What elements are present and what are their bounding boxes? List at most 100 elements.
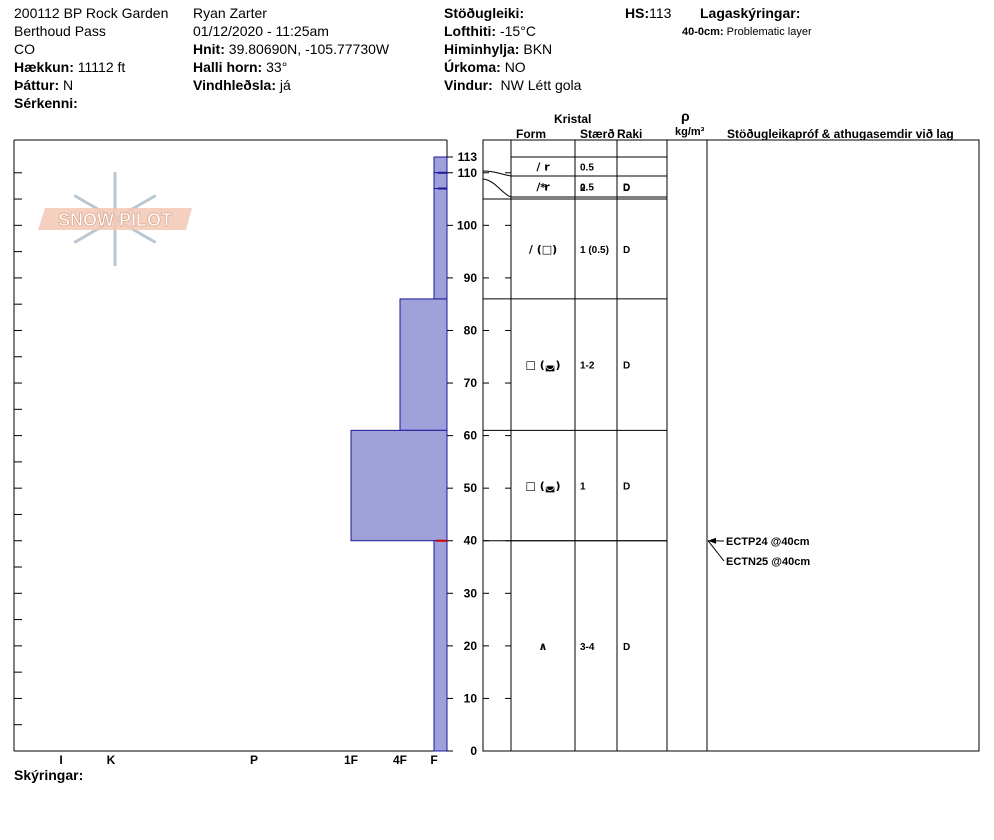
hs-value: 113 xyxy=(649,5,672,21)
hardness-label: K xyxy=(107,753,116,767)
precip-label: Úrkoma: xyxy=(444,59,501,75)
layer-connector xyxy=(482,170,512,177)
layer-moisture: D xyxy=(623,183,630,194)
coords-label: Hnit: xyxy=(193,41,225,57)
hardness-label: P xyxy=(250,753,258,767)
grain-form: ∧ xyxy=(539,640,548,653)
depth-label: 113 xyxy=(458,150,478,164)
aspect-label: Þáttur: xyxy=(14,77,60,93)
precipitation: Úrkoma: NO xyxy=(444,59,526,75)
grain-form: □ (◛) xyxy=(526,480,561,493)
wind-value: NW Létt gola xyxy=(500,77,582,93)
elevation-label: Hækkun: xyxy=(14,59,74,75)
layer-moisture: D xyxy=(623,482,630,493)
stability-test-label: ECTN25 @40cm xyxy=(726,556,810,568)
wind-loading: Vindhleðsla: já xyxy=(193,77,291,93)
grain-form: / r xyxy=(536,161,550,174)
grain-size: 3-4 xyxy=(580,642,595,653)
hardness-bar xyxy=(433,156,448,174)
grain-size: 0.5 xyxy=(580,183,594,194)
features-label: Sérkenni: xyxy=(14,95,78,111)
depth-label: 40 xyxy=(464,534,478,548)
stability-label: Stöðugleiki: xyxy=(444,5,525,21)
datetime: 01/12/2020 - 11:25am xyxy=(193,23,329,39)
legend-item-text: Problematic layer xyxy=(726,26,812,38)
col-density-unit: kg/m³ xyxy=(675,126,705,138)
grain-size: 1 (0.5) xyxy=(580,245,609,256)
air-temp: Lofthiti: -15°C xyxy=(444,23,536,39)
col-kristal: Kristal xyxy=(554,112,592,126)
slope-angle: Halli horn: 33° xyxy=(193,59,287,75)
hardness-label: 1F xyxy=(344,753,358,767)
state: CO xyxy=(14,41,35,57)
grain-form: * xyxy=(540,181,546,194)
stability-test-leader xyxy=(707,540,725,562)
grain-form: / (□) xyxy=(529,243,557,256)
coordinates: Hnit: 39.80690N, -105.77730W xyxy=(193,41,389,57)
coords-value: 39.80690N, -105.77730W xyxy=(228,41,390,57)
depth-label: 70 xyxy=(464,376,478,390)
wind: Vindur: NW Létt gola xyxy=(444,77,581,93)
col-rho: ρ xyxy=(681,108,690,124)
hs: HS:113 xyxy=(625,5,671,21)
depth-label: 0 xyxy=(470,744,477,758)
grain-size: 1-2 xyxy=(580,361,595,372)
wind-loading-value: já xyxy=(279,77,291,93)
logo-banner xyxy=(38,208,192,230)
remarks-label: Skýringar: xyxy=(14,767,84,783)
precip-value: NO xyxy=(504,59,526,75)
snowpilot-logo: SNOW PILOT xyxy=(58,210,172,230)
legend-title: Lagaskýringar: xyxy=(700,5,801,21)
wind-loading-label: Vindhleðsla: xyxy=(193,77,276,93)
grain-size: 0.5 xyxy=(580,163,594,174)
sky-value: BKN xyxy=(523,41,553,57)
hardness-bar xyxy=(350,429,448,542)
grain-size: 1 xyxy=(580,482,586,493)
grain-form: □ (◛) xyxy=(526,359,561,372)
depth-label: 30 xyxy=(464,586,478,600)
layer-moisture: D xyxy=(623,245,630,256)
hardness-bar xyxy=(433,188,448,300)
layer-table-frame xyxy=(482,139,980,752)
hardness-bar xyxy=(433,172,448,190)
depth-label: 50 xyxy=(464,481,478,495)
depth-label: 90 xyxy=(464,271,478,285)
grain-form: / r xyxy=(536,181,550,194)
depth-label: 10 xyxy=(464,691,478,705)
col-stability-notes: Stöðugleikapróf & athugasemdir við lag xyxy=(727,127,954,141)
aspect-value: N xyxy=(63,77,74,93)
col-moisture: Raki xyxy=(617,127,643,141)
sky-cover: Himinhylja: BKN xyxy=(444,41,552,57)
col-form: Form xyxy=(516,127,546,141)
hardness-bar xyxy=(433,540,448,752)
layer-moisture: D xyxy=(623,642,630,653)
depth-label: 100 xyxy=(457,218,477,232)
wind-label: Vindur: xyxy=(444,77,493,93)
legend-item: 40-0cm: Problematic layer xyxy=(682,24,812,40)
air-temp-value: -15°C xyxy=(499,23,536,39)
stability-test-arrow xyxy=(708,537,716,544)
elevation-value: 11112 ft xyxy=(77,59,126,75)
site-name: 200112 BP Rock Garden xyxy=(14,5,169,21)
air-temp-label: Lofthiti: xyxy=(444,23,497,39)
observer: Ryan Zarter xyxy=(193,5,267,21)
legend-item-range: 40-0cm: xyxy=(682,26,724,38)
col-size: Stærð xyxy=(580,127,615,141)
hardness-label: F xyxy=(430,753,437,767)
aspect: Þáttur: N xyxy=(14,77,73,93)
layer-moisture: D xyxy=(623,183,630,194)
location: Berthoud Pass xyxy=(14,23,106,39)
elevation: Hækkun: 11112 ft xyxy=(14,59,125,75)
layer-moisture: D xyxy=(623,361,630,372)
depth-label: 110 xyxy=(458,166,478,180)
sky-label: Himinhylja: xyxy=(444,41,520,57)
grain-size: 2 xyxy=(580,183,586,194)
slope-value: 33° xyxy=(266,59,288,75)
hardness-label: I xyxy=(59,753,62,767)
layer-connector xyxy=(482,178,512,198)
hardness-label: 4F xyxy=(393,753,407,767)
hardness-bar xyxy=(399,298,448,431)
depth-label: 20 xyxy=(464,639,478,653)
slope-label: Halli horn: xyxy=(193,59,263,75)
